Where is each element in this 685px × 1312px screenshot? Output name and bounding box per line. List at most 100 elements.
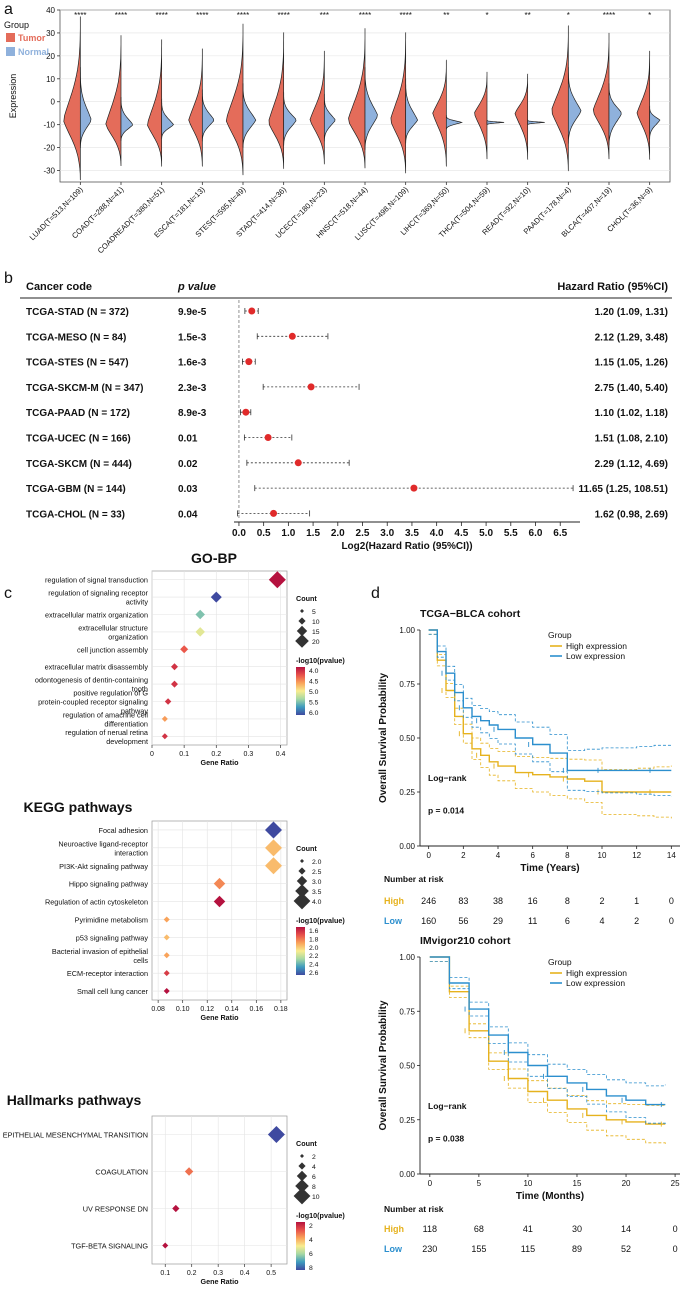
count-legend-shape bbox=[296, 875, 308, 887]
normal-violin bbox=[201, 89, 215, 142]
significance-label: ** bbox=[443, 11, 449, 20]
risk-value-high: 38 bbox=[493, 896, 503, 906]
significance-label: * bbox=[567, 11, 570, 20]
tumor-violin bbox=[225, 23, 244, 176]
km-ytick-label: 0.75 bbox=[399, 1007, 415, 1016]
forest-point bbox=[307, 383, 315, 391]
violin-legend-label-normal: Normal bbox=[18, 47, 49, 57]
km-ytick-label: 0.50 bbox=[399, 734, 415, 743]
forest-row-hr: 1.20 (1.09, 1.31) bbox=[595, 307, 668, 318]
km-xtick-label: 8 bbox=[565, 851, 570, 860]
enrichment-point bbox=[195, 609, 205, 620]
enrichment-term-label: regulation of signal transduction bbox=[45, 576, 148, 585]
km-xtick-label: 6 bbox=[530, 851, 535, 860]
km-xlabel: Time (Months) bbox=[516, 1191, 584, 1202]
enrichment-xtick-label: 0.08 bbox=[151, 1006, 165, 1013]
forest-row-hr: 1.62 (0.98, 2.69) bbox=[595, 509, 668, 520]
enrichment-point bbox=[268, 571, 286, 589]
forest-row-code: TCGA-STES (N = 547) bbox=[26, 358, 129, 369]
count-legend-label: 4 bbox=[312, 1164, 316, 1171]
forest-row-code: TCGA-SKCM (N = 444) bbox=[26, 459, 132, 470]
km-ci-lower bbox=[428, 633, 672, 819]
forest-xtick-label: 1.0 bbox=[281, 528, 295, 539]
count-legend-shape bbox=[298, 867, 306, 875]
risk-value-low: 115 bbox=[521, 1244, 535, 1254]
forest-xtick-label: 2.5 bbox=[356, 528, 370, 539]
km-ytick-label: 0.25 bbox=[399, 1116, 415, 1125]
enrichment-xtick-label: 0.3 bbox=[213, 1270, 223, 1277]
risk-value-low: 29 bbox=[493, 916, 503, 926]
significance-label: **** bbox=[115, 11, 127, 20]
enrichment-point bbox=[162, 1242, 169, 1249]
km-logrank-label: Log−rank bbox=[428, 1101, 467, 1111]
panel-letter-c: c bbox=[4, 585, 12, 602]
count-legend-label: 20 bbox=[312, 639, 320, 646]
km-xlabel: Time (Years) bbox=[520, 863, 579, 874]
colorbar-tick-label: 4.5 bbox=[309, 679, 319, 686]
forest-xtick-label: 3.0 bbox=[380, 528, 394, 539]
enrichment-term-label: Pyrimidine metabolism bbox=[75, 915, 148, 924]
tumor-violin bbox=[105, 35, 122, 166]
enrichment-term-label: UV RESPONSE DN bbox=[83, 1205, 148, 1214]
count-legend-label: 3.5 bbox=[312, 889, 322, 896]
km-xtick-label: 15 bbox=[573, 1179, 582, 1188]
enrichment-plot-frame bbox=[151, 820, 288, 1001]
normal-violin bbox=[486, 120, 505, 125]
enrichment-term-label: Hippo signaling pathway bbox=[69, 880, 148, 889]
count-legend-label: 8 bbox=[312, 1184, 316, 1191]
enrichment-point bbox=[267, 1126, 285, 1143]
color-legend-title: -log10(pvalue) bbox=[296, 656, 345, 665]
significance-label: *** bbox=[320, 11, 329, 20]
forest-row-code: TCGA-UCEC (N = 166) bbox=[26, 434, 131, 445]
km-ytick-label: 1.00 bbox=[399, 626, 415, 635]
km-legend-title: Group bbox=[548, 957, 572, 967]
forest-row-hr: 2.75 (1.40, 5.40) bbox=[595, 383, 668, 394]
enrichment-term-label: extracellular matrix organization bbox=[45, 611, 148, 620]
risk-value-high: 14 bbox=[621, 1224, 631, 1234]
normal-violin bbox=[364, 67, 378, 150]
colorbar bbox=[296, 667, 305, 715]
normal-violin bbox=[283, 91, 297, 146]
enrichment-term-label: Focal adhesion bbox=[99, 826, 149, 835]
colorbar-tick-label: 2.4 bbox=[309, 962, 319, 969]
km-ci-upper bbox=[428, 629, 672, 751]
forest-xtick-label: 4.5 bbox=[454, 528, 468, 539]
risk-value-low: 0 bbox=[669, 916, 674, 926]
forest-header-hr: Hazard Ratio (95%CI) bbox=[557, 281, 668, 293]
forest-row-code: TCGA-MESO (N = 84) bbox=[26, 332, 126, 343]
colorbar-tick-label: 4 bbox=[309, 1237, 313, 1244]
significance-label: **** bbox=[277, 11, 289, 20]
forest-point bbox=[270, 509, 278, 517]
km-ytick-label: 0.00 bbox=[399, 1170, 415, 1179]
enrichment-xlabel: Gene Ratio bbox=[201, 1277, 240, 1286]
colorbar-tick-label: 6.0 bbox=[309, 710, 319, 717]
enrichment-xtick-label: 0.1 bbox=[179, 751, 189, 758]
km-ci-lower bbox=[428, 633, 672, 797]
normal-violin bbox=[567, 66, 582, 144]
colorbar-tick-label: 4.0 bbox=[309, 668, 319, 675]
tumor-violin bbox=[188, 48, 203, 168]
enrichment-point bbox=[265, 839, 282, 857]
enrichment-term-label: extracellular structure organization bbox=[78, 623, 148, 641]
km-xtick-label: 14 bbox=[667, 851, 676, 860]
forest-row-hr: 1.15 (1.05, 1.26) bbox=[595, 358, 668, 369]
colorbar bbox=[296, 1222, 305, 1270]
normal-violin bbox=[527, 119, 545, 126]
count-legend-title: Count bbox=[296, 844, 317, 853]
enrichment-point bbox=[265, 821, 282, 839]
enrichment-plot-0: GO-BP regulation of signal transduction re… bbox=[35, 550, 346, 767]
forest-row-pvalue: 9.9e-5 bbox=[178, 307, 207, 318]
risk-row-high-label: High bbox=[384, 896, 404, 906]
tumor-violin bbox=[474, 71, 488, 160]
forest-row-pvalue: 2.3e-3 bbox=[178, 383, 207, 394]
enrichment-term-label: regulation of amacrine cell differentiati… bbox=[63, 710, 149, 728]
enrichment-xtick-label: 0 bbox=[150, 751, 154, 758]
enrichment-term-label: Small cell lung cancer bbox=[77, 987, 149, 996]
km-curve-high bbox=[428, 629, 672, 793]
count-legend-title: Count bbox=[296, 594, 317, 603]
km-curve-high bbox=[429, 956, 666, 1125]
risk-value-low: 89 bbox=[572, 1244, 582, 1254]
risk-table-title: Number at risk bbox=[384, 874, 444, 884]
forest-row-hr: 1.51 (1.08, 2.10) bbox=[595, 434, 668, 445]
forest-point bbox=[288, 332, 296, 340]
